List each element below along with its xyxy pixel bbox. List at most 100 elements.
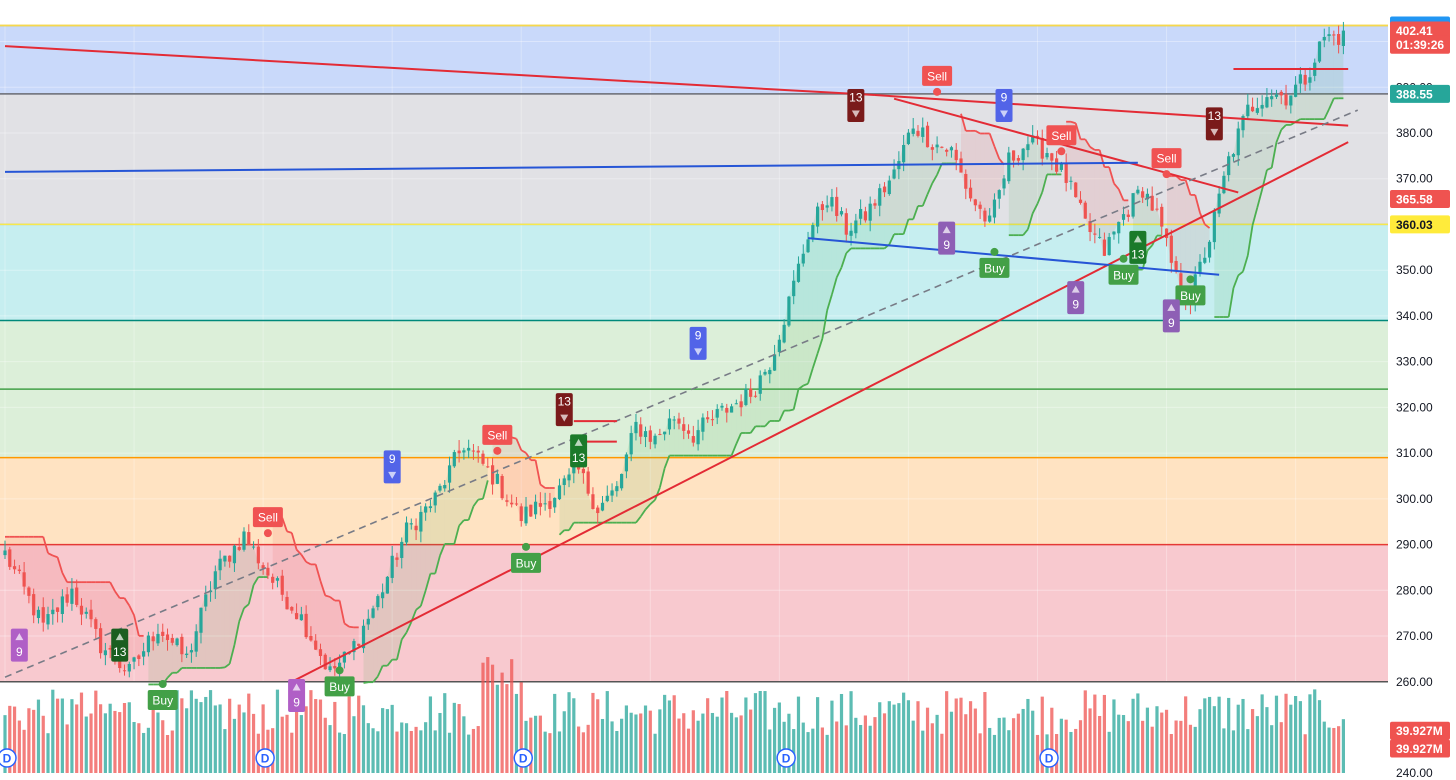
trailing-stop-segment [386,659,393,667]
candle-body [921,127,925,137]
trailing-stop-segment [281,517,288,532]
signal-dot [263,529,272,538]
volume-bar [1317,700,1322,773]
trailing-stop-segment [1270,142,1278,168]
trailing-stop-fill-slice [937,144,942,175]
candle-body [940,146,944,148]
volume-bar [495,684,499,773]
trendline-blue-support [807,237,1220,276]
volume-bar [70,699,74,773]
day-marker-label: D [3,752,12,766]
fib-zone-6 [0,25,1388,94]
volume-bar [701,713,705,773]
trailing-stop-fill-slice [521,450,527,522]
price-axis-background[interactable] [1388,0,1456,780]
volume-bar [424,722,428,773]
candle-body [825,205,829,208]
volume-bar [949,711,954,773]
triangle-up-icon [574,438,583,446]
price-axis[interactable]: 390.00380.00370.00360.00350.00340.00330.… [1388,0,1456,780]
trailing-stop-fill-slice [1204,224,1210,258]
trailing-stop-fill-slice [334,600,340,669]
volume-bar [1074,728,1078,773]
trailing-stop-fill-slice [1023,144,1028,236]
price-tick-label: 350.00 [1396,263,1433,277]
triangle-down-icon [388,471,397,479]
trailing-stop-fill-slice [722,405,727,456]
volume-bar [1002,717,1006,773]
trendlines[interactable] [4,45,1359,683]
volume-bar [199,702,203,773]
trailing-stop-fill-slice [506,434,512,505]
volume-bar [208,690,213,773]
volume-bar [964,714,968,773]
volume-bar [180,698,184,773]
candle-body [816,206,820,227]
candle-body [796,263,801,282]
td-count-up: 13 [111,628,129,662]
trailing-stop-fill-slice [540,484,546,507]
candle-body [1289,95,1293,106]
candle-body [180,636,184,655]
candle-body [36,609,41,619]
trailing-stop-fill-slice [817,206,823,354]
trailing-stop-fill-slice [1338,30,1344,99]
candle-body [462,450,466,453]
candle-body [868,203,872,221]
candle-body [371,608,375,618]
trailing-stop-segment [1266,166,1273,171]
trailing-stop-fill-slice [707,419,713,456]
signal-label: Buy [152,694,173,708]
trailing-stop-fill-slice [1257,104,1263,208]
candle-body [457,450,461,454]
badge-background [1390,739,1450,758]
trailing-stop-fill-slice [798,253,804,390]
candle-body [1098,236,1102,238]
trailing-stop-fill-slice [1276,94,1282,143]
trailing-stop-segment [1027,213,1034,230]
candle-body [1337,33,1341,45]
trailing-stop-segment [338,600,346,624]
trailing-stop-fill-slice [927,147,933,195]
volume-bar [65,724,69,773]
volume-bar [323,717,327,773]
volume-bar [682,713,686,773]
volume-bar [1141,720,1145,773]
candle-body [629,433,633,455]
volume-bar [1145,707,1150,773]
trailing-stop-segment [835,267,843,278]
trailing-stop-segment [290,532,298,550]
trailing-stop-fill-slice [162,635,168,685]
candle-body [1160,206,1164,227]
volume-bar [237,704,241,773]
candle-body [1141,191,1145,198]
trailing-stop-segment [1275,129,1283,143]
volume-bar [648,710,652,773]
candle-body [32,594,36,616]
volume-bar [1093,694,1097,773]
td-count-box [383,450,401,484]
volume-bar [758,690,762,773]
volume-bar [60,698,64,773]
trailing-stop-segment [749,425,757,434]
candle-body [41,607,45,623]
candle-body [294,613,299,620]
candle-body [806,239,810,253]
trailing-stop-fill-slice [688,433,694,456]
trailing-stop-segment [807,367,814,384]
candle-body [99,628,103,654]
trailing-stop-segment [1022,228,1029,236]
price-tick-label: 280.00 [1396,583,1433,597]
volume-bar [1007,730,1011,773]
volume-bar [213,705,217,773]
day-marker-label: D [261,752,270,766]
trailing-stop-fill-slice [1185,180,1191,304]
trailing-stop-fill-slice [674,419,679,456]
td-count-box [689,326,707,360]
volume-bar [792,729,796,773]
candle-body [911,128,915,134]
candle-body [1308,77,1312,83]
volume-bar [1179,720,1183,773]
trailing-stop-segment [568,522,575,531]
